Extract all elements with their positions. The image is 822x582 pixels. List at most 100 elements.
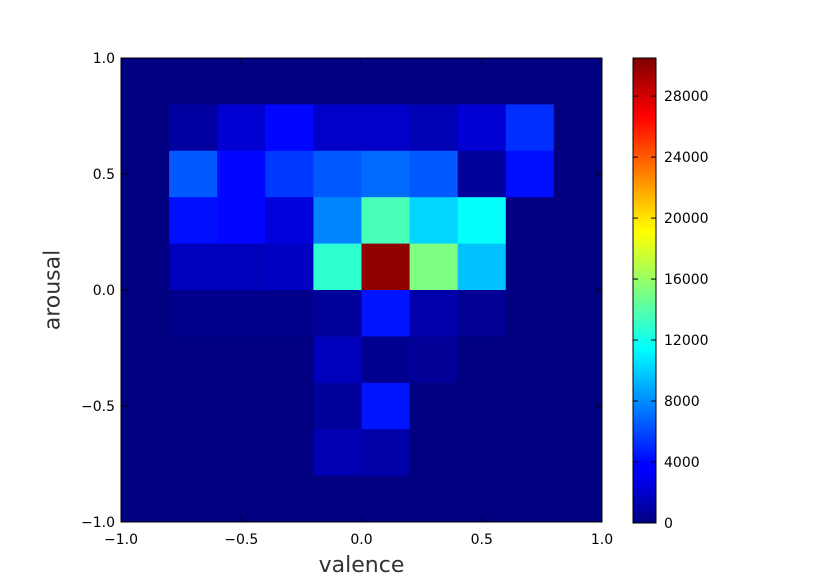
heatmap-cell-r0-c2 [217,58,266,105]
heatmap-cell-r7-c0 [121,382,170,430]
heatmap-cell-r3-c7 [457,197,507,245]
heatmap-cell-r8-c1 [169,429,218,477]
heatmap-cell-r6-c9 [553,336,603,384]
y-axis-ticks: −1.0 −0.5 0.0 0.5 1.0 [81,51,602,531]
heatmap-cell-r0-c0 [121,58,170,105]
heatmap-cell-r6-c0 [121,336,170,384]
x-tick-label: 0.5 [471,532,493,548]
heatmap-cell-r8-c7 [457,429,507,477]
heatmap-cell-r0-c9 [553,58,603,105]
heatmap-cell-r4-c8 [505,243,555,291]
heatmap-cell-r8-c4 [313,429,362,477]
heatmap-cell-r4-c7 [457,243,507,291]
heatmap-cell-r6-c7 [457,336,507,384]
heatmap-cell-r5-c1 [169,290,218,337]
heatmap-cell-r2-c4 [313,150,362,198]
heatmap-cell-r1-c7 [457,104,507,152]
heatmap-cell-r6-c8 [505,336,555,384]
heatmap-cell-r7-c3 [265,382,314,430]
heatmap-cell-r3-c4 [313,197,362,245]
heatmap-cell-r6-c3 [265,336,314,384]
heatmap-cell-r5-c0 [121,290,170,337]
heatmap-cell-r0-c6 [409,58,459,105]
heatmap-cell-r6-c5 [361,336,411,384]
heatmap-cell-r8-c9 [553,429,603,477]
heatmap-cell-r3-c9 [553,197,603,245]
heatmap-cell-r0-c4 [313,58,362,105]
heatmap-cells [121,58,603,523]
heatmap-cell-r4-c4 [313,243,362,291]
colorbar-tick-label: 8000 [664,394,700,410]
colorbar-tick-label: 16000 [664,272,709,288]
heatmap-cell-r2-c8 [505,150,555,198]
heatmap-cell-r7-c1 [169,382,218,430]
heatmap-cell-r0-c7 [457,58,507,105]
heatmap-cell-r1-c8 [505,104,555,152]
heatmap-cell-r3-c5 [361,197,411,245]
heatmap-cell-r9-c6 [409,475,459,523]
y-tick-label: 1.0 [93,51,115,67]
x-tick-label: −1.0 [104,532,138,548]
heatmap-cell-r3-c0 [121,197,170,245]
heatmap-cell-r9-c4 [313,475,362,523]
heatmap-cell-r9-c3 [265,475,314,523]
x-tick-label: 0.0 [350,532,372,548]
y-axis-title: arousal [41,250,66,331]
heatmap-cell-r4-c9 [553,243,603,291]
heatmap-cell-r2-c5 [361,150,411,198]
heatmap-cell-r4-c6 [409,243,459,291]
heatmap-cell-r4-c5 [361,243,411,291]
heatmap-cell-r9-c1 [169,475,218,523]
heatmap-cell-r3-c6 [409,197,459,245]
heatmap-cell-r3-c2 [217,197,266,245]
y-tick-label: −1.0 [81,515,115,531]
heatmap-cell-r2-c1 [169,150,218,198]
heatmap-cell-r7-c4 [313,382,362,430]
colorbar-tick-label: 28000 [664,89,709,105]
colorbar-ticks: 0 4000 8000 12000 16000 20000 24000 28000 [633,89,709,532]
heatmap-cell-r6-c6 [409,336,459,384]
heatmap-cell-r6-c2 [217,336,266,384]
heatmap-cell-r1-c0 [121,104,170,152]
heatmap-cell-r1-c4 [313,104,362,152]
heatmap-cell-r6-c4 [313,336,362,384]
heatmap-cell-r2-c6 [409,150,459,198]
heatmap-cell-r5-c7 [457,290,507,337]
y-tick-label: 0.0 [93,283,115,299]
heatmap-cell-r4-c3 [265,243,314,291]
heatmap-cell-r6-c1 [169,336,218,384]
x-axis-ticks: −1.0 −0.5 0.0 0.5 1.0 [104,58,613,548]
heatmap-cell-r9-c0 [121,475,170,523]
heatmap-cell-r1-c1 [169,104,218,152]
colorbar-tick-label: 20000 [664,211,709,227]
x-tick-label: 1.0 [591,532,613,548]
y-tick-label: 0.5 [93,167,115,183]
colorbar-tick-label: 4000 [664,455,700,471]
heatmap-cell-r7-c7 [457,382,507,430]
heatmap-cell-r5-c4 [313,290,362,337]
heatmap-cell-r5-c9 [553,290,603,337]
heatmap-cell-r5-c8 [505,290,555,337]
x-tick-label: −0.5 [224,532,258,548]
heatmap-cell-r1-c6 [409,104,459,152]
heatmap-cell-r9-c5 [361,475,411,523]
colorbar-tick-label: 24000 [664,150,709,166]
heatmap-cell-r8-c2 [217,429,266,477]
heatmap-cell-r0-c3 [265,58,314,105]
heatmap-cell-r0-c1 [169,58,218,105]
heatmap-cell-r8-c8 [505,429,555,477]
heatmap-cell-r7-c6 [409,382,459,430]
x-axis-title: valence [319,553,405,578]
heatmap-cell-r0-c8 [505,58,555,105]
heatmap-cell-r5-c2 [217,290,266,337]
heatmap-cell-r1-c2 [217,104,266,152]
heatmap-cell-r3-c3 [265,197,314,245]
heatmap-cell-r8-c5 [361,429,411,477]
colorbar [632,57,657,524]
heatmap-cell-r8-c6 [409,429,459,477]
heatmap-cell-r9-c7 [457,475,507,523]
y-tick-label: −0.5 [81,399,115,415]
heatmap-cell-r7-c9 [553,382,603,430]
colorbar-tick-label: 0 [664,516,673,532]
